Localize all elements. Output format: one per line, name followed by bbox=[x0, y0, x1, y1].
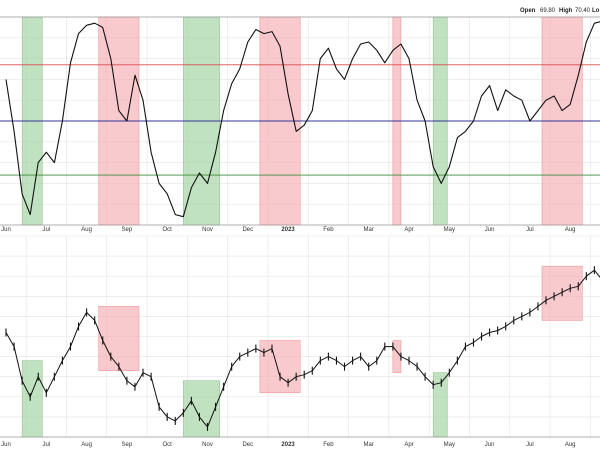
price-x-tick-label: Dec bbox=[242, 442, 253, 448]
oscillator-x-tick-label: Dec bbox=[242, 227, 253, 233]
price-x-tick-label: Mar bbox=[364, 442, 374, 448]
oscillator-x-tick-label: Oct bbox=[163, 227, 173, 233]
high-label: High bbox=[559, 8, 573, 14]
price-x-tick-label: Aug bbox=[565, 442, 576, 448]
oscillator-series-line bbox=[5, 21, 600, 218]
price-x-tick-label: Jul bbox=[42, 442, 50, 448]
price-oversold-zone bbox=[21, 360, 43, 438]
price-x-tick-label: Jul bbox=[526, 442, 534, 448]
price-x-tick-label: Jun bbox=[485, 442, 495, 448]
price-x-tick-label: Nov bbox=[202, 442, 213, 448]
oscillator-x-tick-label: Jun bbox=[485, 227, 495, 233]
price-panel: Jun Jul Aug Sep Oct Nov Dec 2023 Feb Mar Apr May Jun… bbox=[0, 235, 600, 448]
price-overbought-zone bbox=[259, 340, 301, 394]
oscillator-panel: Jun Jul Aug Sep Oct Nov Dec 2023 Feb Mar Apr May Jun… bbox=[0, 16, 600, 233]
oscillator-x-tick-label: Jun bbox=[1, 227, 11, 233]
price-x-tick-label: May bbox=[444, 442, 455, 448]
price-x-tick-label: Feb bbox=[323, 442, 334, 448]
oscillator-x-tick-label: Aug bbox=[81, 227, 92, 233]
high-value: 70.40 bbox=[575, 8, 591, 14]
price-oversold-zone bbox=[432, 372, 448, 438]
open-value: 69.80 bbox=[540, 8, 556, 14]
oscillator-x-tick-label: Aug bbox=[565, 227, 576, 233]
price-series-line bbox=[5, 269, 600, 428]
oscillator-x-tick-label: Jul bbox=[526, 227, 534, 233]
price-x-tick-label: Jun bbox=[1, 442, 11, 448]
oscillator-x-tick-label: Jul bbox=[42, 227, 50, 233]
oscillator-x-tick-label: Sep bbox=[122, 227, 133, 233]
open-label: Open bbox=[520, 8, 536, 14]
price-overbought-zone bbox=[98, 306, 140, 371]
oscillator-x-tick-label: May bbox=[444, 227, 455, 233]
oscillator-x-tick-label: Mar bbox=[364, 227, 374, 233]
price-x-tick-label: Sep bbox=[122, 442, 133, 448]
oscillator-x-tick-label: 2023 bbox=[281, 227, 295, 233]
oscillator-x-tick-label: Nov bbox=[202, 227, 213, 233]
low-label: Lo bbox=[592, 8, 600, 14]
price-x-tick-label: Apr bbox=[404, 442, 413, 448]
price-oversold-zone bbox=[183, 380, 220, 438]
oscillator-x-tick-label: Feb bbox=[323, 227, 334, 233]
oscillator-x-tick-label: Apr bbox=[404, 227, 413, 233]
price-overbought-zone bbox=[392, 340, 402, 373]
price-x-tick-label: 2023 bbox=[281, 442, 295, 448]
ohlc-readout: Open 69.80 High 70.40 Lo bbox=[520, 8, 600, 14]
price-x-tick-label: Aug bbox=[81, 442, 92, 448]
price-x-tick-label: Oct bbox=[163, 442, 173, 448]
